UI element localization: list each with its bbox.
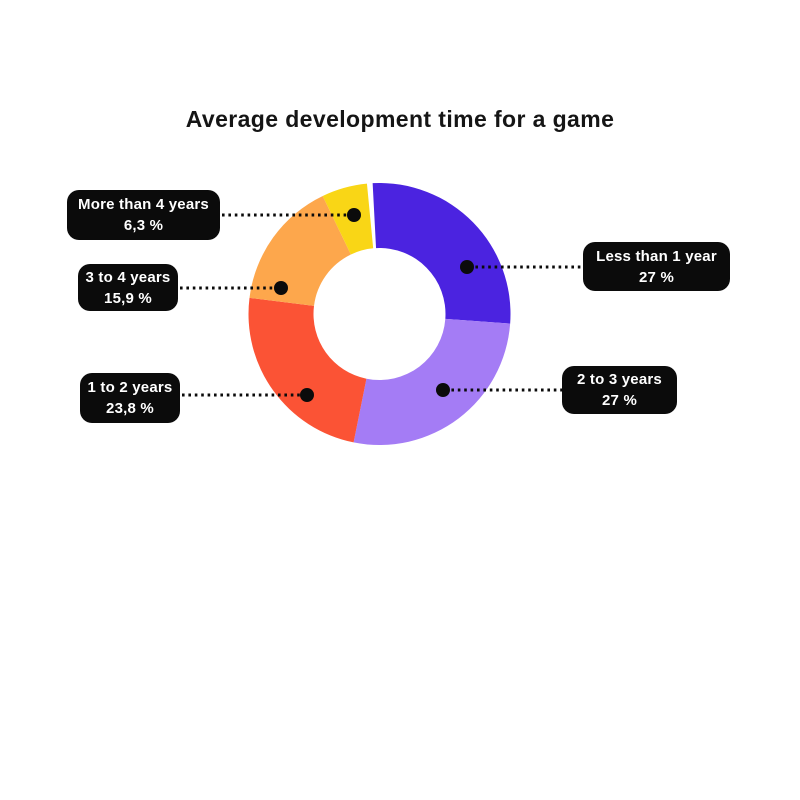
chart-title: Average development time for a game bbox=[185, 106, 615, 132]
callout-value: 23,8 % bbox=[106, 400, 154, 417]
callout-more-than-4-years: More than 4 years 6,3 % bbox=[67, 190, 220, 240]
callout-value: 15,9 % bbox=[104, 289, 152, 307]
callout-value: 6,3 % bbox=[123, 217, 164, 234]
donut-segment-2 bbox=[248, 297, 367, 443]
leader-dot-2-to-3-years bbox=[436, 383, 450, 397]
callout-value: 27 % bbox=[602, 392, 637, 409]
callout-label: 3 to 4 years bbox=[85, 268, 171, 286]
callout-label: Less than 1 year bbox=[596, 247, 717, 265]
callout-label: More than 4 years bbox=[78, 196, 209, 213]
callout-value: 27 % bbox=[639, 268, 674, 286]
callout-label: 2 to 3 years bbox=[577, 371, 662, 388]
leader-dot-3-to-4-years bbox=[274, 281, 288, 295]
donut-segment-1 bbox=[353, 318, 511, 446]
leader-dot-more-than-4-years bbox=[347, 208, 361, 222]
leader-dot-less-than-1-year bbox=[460, 260, 474, 274]
donut-segment-0 bbox=[372, 183, 511, 324]
callout-less-than-1-year: Less than 1 year 27 % bbox=[583, 242, 730, 291]
callout-1-to-2-years: 1 to 2 years 23,8 % bbox=[80, 373, 180, 423]
callout-2-to-3-years: 2 to 3 years 27 % bbox=[562, 366, 677, 414]
donut-segments bbox=[248, 183, 511, 446]
donut-segment-3 bbox=[249, 195, 351, 306]
callout-3-to-4-years: 3 to 4 years 15,9 % bbox=[78, 264, 178, 311]
callout-label: 1 to 2 years bbox=[87, 379, 173, 396]
donut-segment-4 bbox=[322, 183, 374, 255]
leader-lines bbox=[180, 208, 583, 402]
leader-dot-1-to-2-years bbox=[300, 388, 314, 402]
